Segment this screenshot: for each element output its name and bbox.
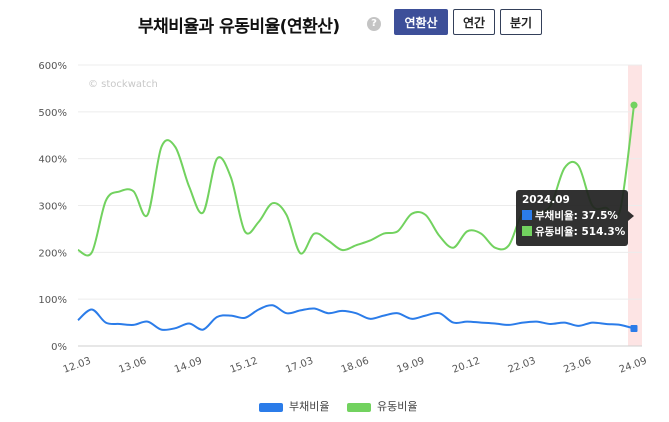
period-button-annualized[interactable]: 연환산 — [394, 9, 448, 35]
x-tick-label: 20.12 — [451, 356, 482, 376]
tooltip-row-label: 유동비율: 514.3% — [535, 225, 626, 238]
tooltip-title: 2024.09 — [522, 194, 570, 206]
last-point-marker — [630, 101, 638, 109]
legend-item-current-ratio[interactable]: 유동비율 — [347, 398, 417, 414]
chart-header: 부채비율과 유동비율(연환산) ? 연환산 연간 분기 — [0, 9, 669, 39]
x-tick-label: 15.12 — [229, 356, 260, 376]
y-tick-label: 400% — [38, 155, 67, 166]
legend-swatch — [259, 402, 283, 412]
x-tick-label: 23.06 — [562, 356, 593, 376]
y-tick-label: 200% — [38, 248, 67, 259]
tooltip-pointer — [628, 211, 634, 221]
legend-label: 유동비율 — [377, 400, 418, 413]
watermark: © stockwatch — [88, 79, 158, 90]
y-tick-label: 600% — [38, 61, 67, 72]
tooltip-row-label: 부채비율: 37.5% — [535, 209, 618, 222]
last-point-marker — [630, 324, 638, 332]
chart-tooltip: 2024.09 부채비율: 37.5% 유동비율: 514.3% — [516, 190, 634, 246]
chart-legend: 부채비율 유동비율 — [0, 398, 669, 414]
y-tick-label: 0% — [51, 342, 67, 353]
x-tick-label: 13.06 — [117, 356, 148, 376]
y-tick-label: 300% — [38, 202, 67, 213]
x-tick-label: 24.09 — [618, 356, 649, 376]
legend-swatch — [347, 402, 371, 412]
x-tick-label: 14.09 — [173, 356, 204, 376]
legend-item-debt-ratio[interactable]: 부채비율 — [259, 398, 329, 414]
x-tick-label: 12.03 — [62, 356, 93, 376]
x-tick-label: 17.03 — [284, 356, 315, 376]
x-tick-label: 18.06 — [340, 356, 371, 376]
tooltip-swatch — [522, 226, 532, 236]
chart-title: 부채비율과 유동비율(연환산) — [138, 17, 340, 37]
tooltip-box — [516, 190, 628, 246]
period-button-annual[interactable]: 연간 — [453, 9, 495, 35]
x-tick-label: 19.09 — [395, 356, 426, 376]
period-button-quarterly[interactable]: 분기 — [500, 9, 542, 35]
x-tick-label: 22.03 — [507, 356, 538, 376]
line-chart[interactable]: 0% 100% 200% 300% 400% 500% 600% 12.03 13.06 14.0… — [0, 0, 669, 395]
legend-label: 부채비율 — [289, 400, 330, 413]
y-tick-label: 500% — [38, 108, 67, 119]
tooltip-swatch — [522, 210, 532, 220]
question-circle-icon[interactable]: ? — [367, 17, 381, 31]
y-tick-label: 100% — [38, 295, 67, 306]
series-line-debt-ratio — [77, 304, 635, 331]
